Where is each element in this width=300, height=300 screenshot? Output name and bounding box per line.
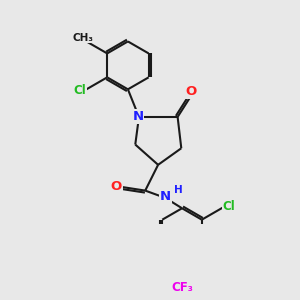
Text: O: O — [110, 180, 122, 194]
Text: O: O — [185, 85, 196, 98]
Text: H: H — [174, 185, 183, 195]
Text: Cl: Cl — [74, 84, 86, 97]
Text: N: N — [160, 190, 171, 202]
Text: CH₃: CH₃ — [73, 33, 94, 43]
Text: CF₃: CF₃ — [171, 281, 193, 294]
Text: N: N — [132, 110, 143, 123]
Text: Cl: Cl — [223, 200, 236, 213]
